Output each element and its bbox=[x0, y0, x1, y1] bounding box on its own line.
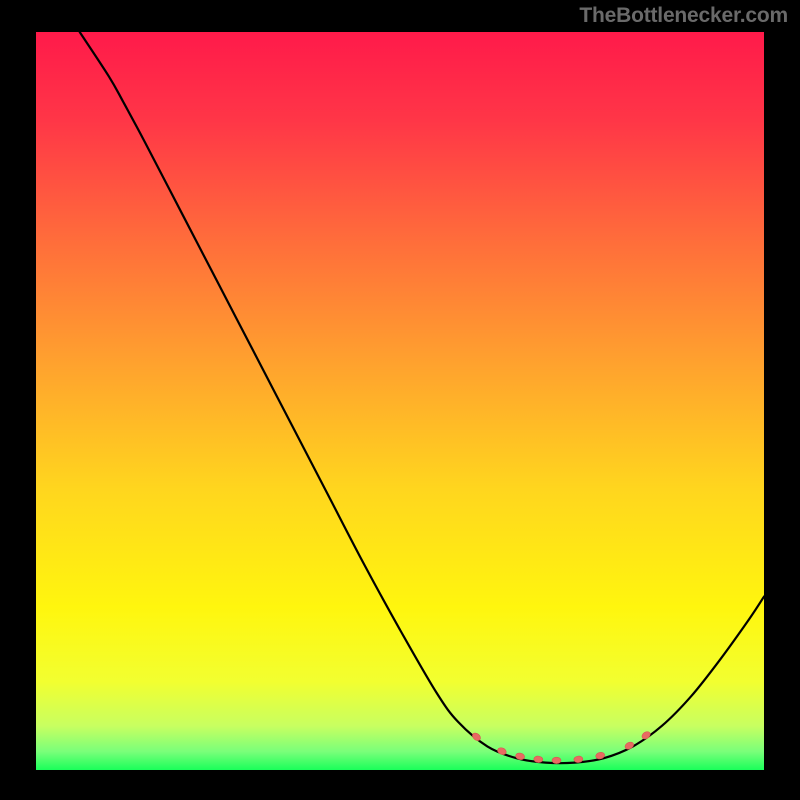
bottleneck-curve bbox=[80, 32, 764, 763]
curve-marker bbox=[641, 730, 652, 740]
plot-area bbox=[36, 32, 764, 770]
attribution-label: TheBottlenecker.com bbox=[579, 4, 788, 28]
curve-marker bbox=[552, 757, 561, 763]
markers-group bbox=[471, 730, 652, 764]
chart-page: TheBottlenecker.com bbox=[0, 0, 800, 800]
curve-layer bbox=[36, 32, 764, 770]
